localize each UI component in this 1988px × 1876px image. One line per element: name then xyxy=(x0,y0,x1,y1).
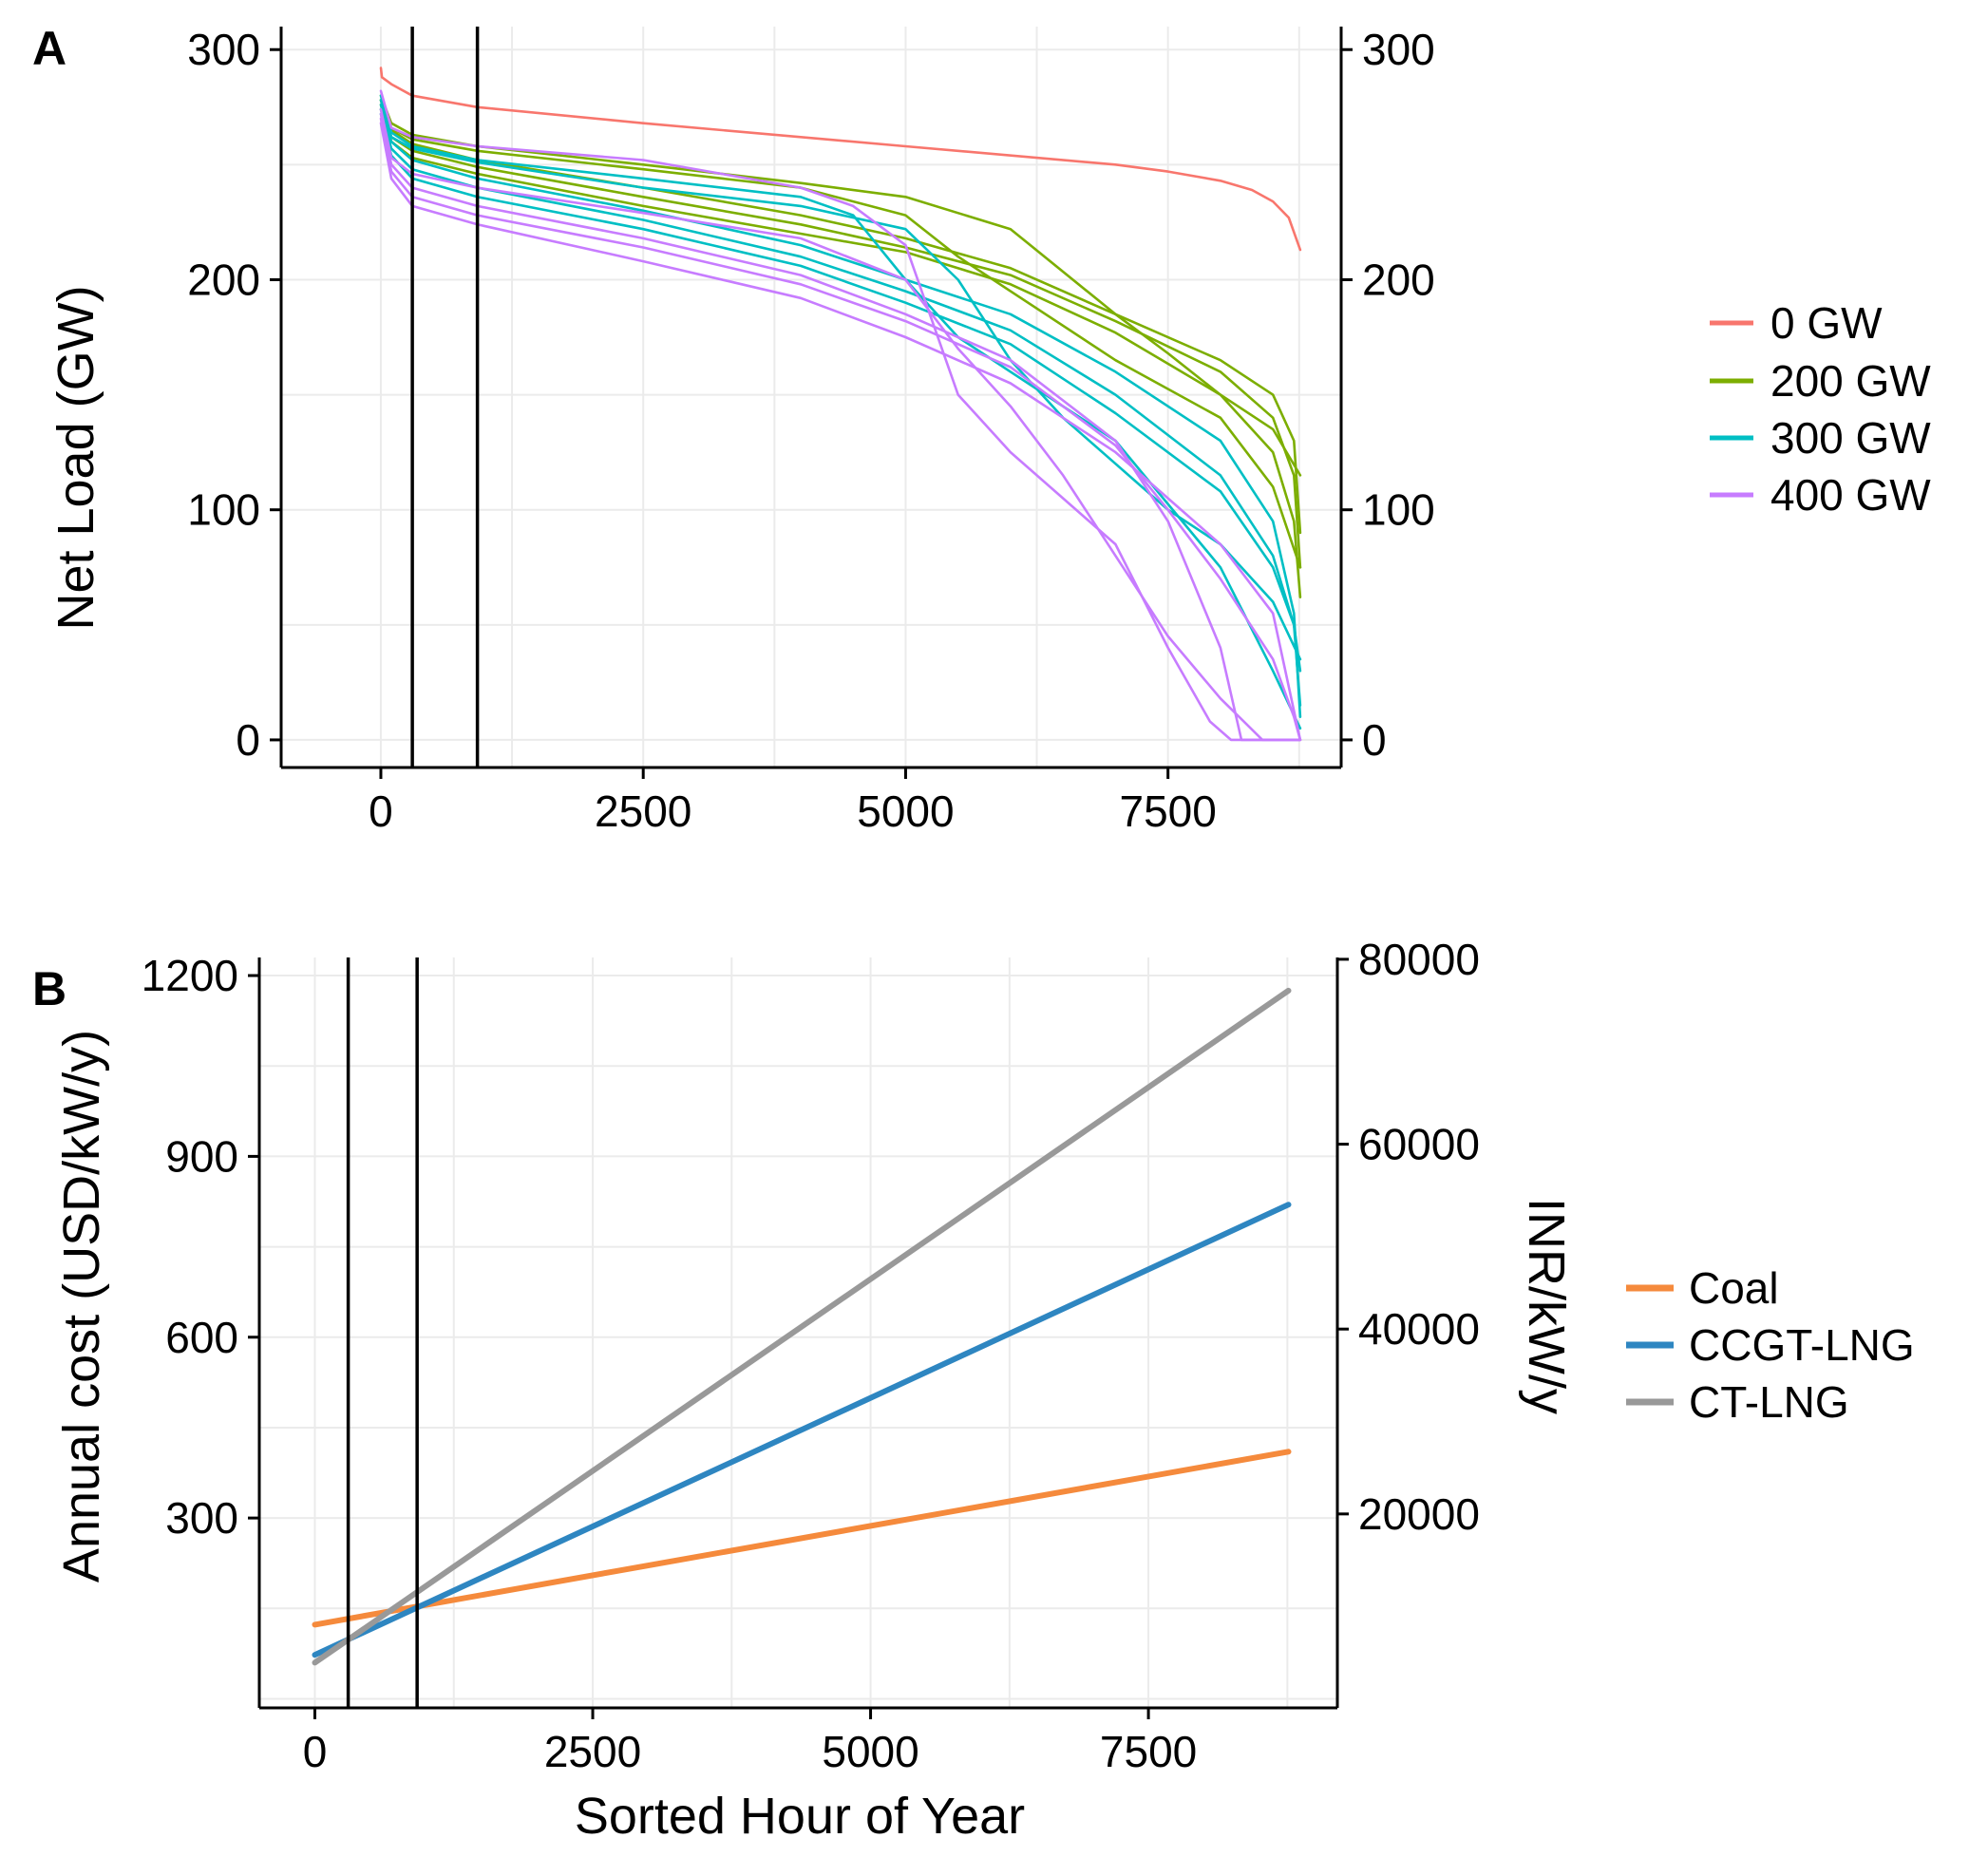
p1-y-tick-label: 600 xyxy=(165,1313,238,1362)
p0-series-line-14 xyxy=(379,107,1302,742)
p0-right-y-tick-label: 200 xyxy=(1362,255,1435,304)
p0-series-line-0 xyxy=(379,66,1302,252)
panel-b-series-lines xyxy=(312,987,1292,1666)
p0-right-y-tick-label: 100 xyxy=(1362,485,1435,535)
panel-b-letter: B xyxy=(32,962,66,1015)
legend-label-ct-lng: CT-LNG xyxy=(1689,1377,1849,1427)
panel-a-y-axis-title: Net Load (GW) xyxy=(47,285,104,630)
panel-a-axes: 0 100 200 300 0 100 200 300 0 2500 5000 7500 xyxy=(187,25,1435,836)
panel-a-letter: A xyxy=(32,22,66,75)
p0-y-tick-label: 100 xyxy=(187,485,260,535)
panel-b-gridlines xyxy=(259,957,1337,1708)
p0-series-line-11 xyxy=(379,112,1302,742)
legend-label-200gw: 200 GW xyxy=(1770,356,1931,406)
p0-y-tick-label: 300 xyxy=(187,25,260,74)
legend-label-0gw: 0 GW xyxy=(1770,298,1883,348)
panel-a-series-lines xyxy=(379,66,1302,742)
panel-b-y-axis-title: Annual cost (USD/kW/y) xyxy=(53,1030,110,1582)
panel-b-right-y-axis-title: INR/kW/y xyxy=(1518,1198,1575,1414)
p0-series-line-10 xyxy=(379,94,1302,730)
p0-y-tick-label: 0 xyxy=(236,715,260,765)
p0-right-y-tick-label: 300 xyxy=(1362,25,1435,74)
p0-x-tick-label: 7500 xyxy=(1120,786,1217,836)
p1-y-tick-label: 300 xyxy=(165,1493,238,1543)
panel-b-x-axis-title: Sorted Hour of Year xyxy=(575,1788,1025,1845)
p0-series-line-4 xyxy=(379,94,1302,477)
panel-b-legend: Coal CCGT-LNG CT-LNG xyxy=(1626,1263,1915,1427)
panel-a-legend: 0 GW 200 GW 300 GW 400 GW xyxy=(1710,298,1931,520)
panel-a-reference-lines xyxy=(410,27,480,767)
legend-label-300gw: 300 GW xyxy=(1770,413,1931,463)
p1-right-y-tick-label: 80000 xyxy=(1358,935,1480,984)
p0-series-line-12 xyxy=(379,117,1302,742)
legend-label-ccgt-lng: CCGT-LNG xyxy=(1689,1320,1915,1370)
p0-x-tick-label: 2500 xyxy=(595,786,691,836)
p1-x-tick-label: 0 xyxy=(303,1727,328,1776)
p1-right-y-tick-label: 60000 xyxy=(1358,1120,1480,1169)
panel-b: B 300 600 900 1200 20000 40000 60000 80000 0 2500… xyxy=(32,935,1915,1845)
p1-series-line-1 xyxy=(312,1202,1292,1658)
p1-series-line-2 xyxy=(312,987,1292,1666)
p0-x-tick-label: 5000 xyxy=(857,786,954,836)
legend-label-coal: Coal xyxy=(1689,1263,1779,1313)
p0-y-tick-label: 200 xyxy=(187,255,260,304)
panel-b-axes: 300 600 900 1200 20000 40000 60000 80000 0 2500 50… xyxy=(142,935,1480,1776)
p1-x-tick-label: 7500 xyxy=(1100,1727,1197,1776)
p1-x-tick-label: 5000 xyxy=(822,1727,918,1776)
p1-x-tick-label: 2500 xyxy=(544,1727,641,1776)
p1-y-tick-label: 900 xyxy=(165,1131,238,1181)
p1-y-tick-label: 1200 xyxy=(142,951,238,1000)
p0-x-tick-label: 0 xyxy=(369,786,393,836)
p1-right-y-tick-label: 20000 xyxy=(1358,1489,1480,1539)
p0-series-line-9 xyxy=(379,99,1302,661)
p1-series-line-0 xyxy=(312,1449,1292,1628)
panel-b-reference-lines xyxy=(346,957,419,1708)
p0-right-y-tick-label: 0 xyxy=(1362,715,1387,765)
p0-series-line-3 xyxy=(379,107,1302,599)
p0-series-line-15 xyxy=(379,89,1302,742)
legend-label-400gw: 400 GW xyxy=(1770,470,1931,520)
p1-right-y-tick-label: 40000 xyxy=(1358,1304,1480,1354)
panel-a: A 0 100 200 300 0 100 200 300 0 2500 5000 7500 Net … xyxy=(32,22,1931,836)
